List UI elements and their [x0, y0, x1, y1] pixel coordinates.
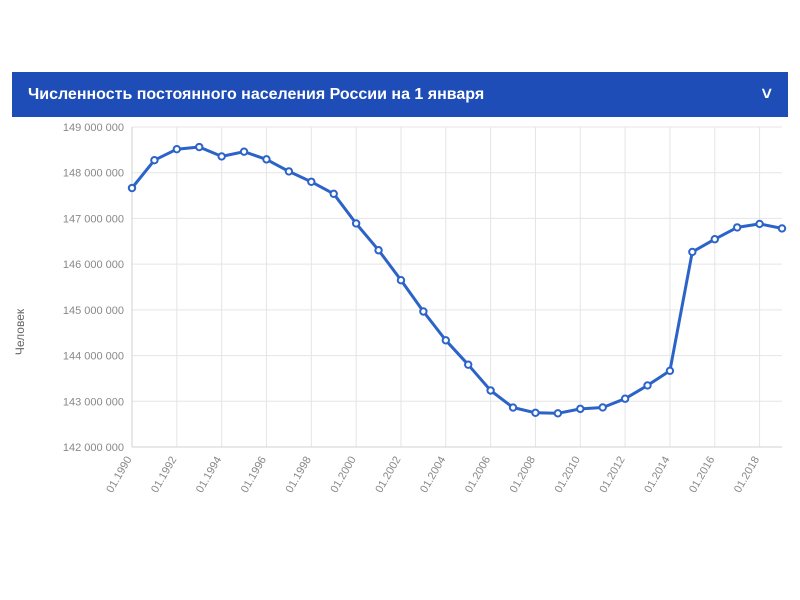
data-point	[599, 404, 605, 410]
population-line-chart: 142 000 000 143 000 000 144 000 000 145 000…	[12, 117, 788, 547]
y-tick-label: 146 000 000	[63, 259, 124, 271]
data-point	[577, 406, 583, 412]
x-tick-label: 01.2000	[328, 455, 358, 495]
data-point	[622, 396, 628, 402]
y-tick-label: 149 000 000	[63, 122, 124, 134]
chart-title: Численность постоянного населения России…	[28, 86, 484, 104]
data-point	[151, 157, 157, 163]
data-point	[734, 224, 740, 230]
data-point	[532, 410, 538, 416]
y-tick-label: 148 000 000	[63, 168, 124, 180]
x-tick-label: 01.1994	[194, 455, 224, 495]
data-point	[353, 220, 359, 226]
data-point	[443, 337, 449, 343]
data-point	[398, 277, 404, 283]
x-tick-label: 01.2006	[463, 455, 493, 495]
data-point	[241, 148, 247, 154]
data-point	[331, 191, 337, 197]
data-point	[779, 225, 785, 231]
data-point	[487, 387, 493, 393]
data-point	[644, 382, 650, 388]
x-tick-label: 01.2018	[732, 455, 762, 495]
data-point	[263, 156, 269, 162]
y-tick-label: 142 000 000	[63, 442, 124, 454]
y-axis-label: Человек	[13, 309, 27, 355]
x-tick-label: 01.2012	[597, 455, 627, 495]
y-tick-label: 147 000 000	[63, 213, 124, 225]
data-point	[689, 249, 695, 255]
data-point	[196, 144, 202, 150]
data-point	[712, 236, 718, 242]
chevron-down-icon: ˅	[761, 84, 772, 105]
chart-container: Человек 142 000 000 143 000 000 144 000 00…	[12, 117, 788, 547]
data-point	[465, 361, 471, 367]
y-tick-label: 143 000 000	[63, 396, 124, 408]
y-tick-label: 144 000 000	[63, 351, 124, 363]
data-point	[174, 146, 180, 152]
x-tick-label: 01.1996	[239, 455, 269, 495]
data-point	[375, 247, 381, 253]
x-tick-label: 01.2008	[508, 455, 538, 495]
x-tick-label: 01.1990	[104, 455, 134, 495]
x-tick-label: 01.2002	[373, 455, 403, 495]
x-tick-label: 01.2010	[553, 455, 583, 495]
x-tick-label: 01.2016	[687, 455, 717, 495]
data-point	[308, 179, 314, 185]
data-point	[510, 404, 516, 410]
data-point	[129, 185, 135, 191]
y-tick-label: 145 000 000	[63, 305, 124, 317]
data-point	[218, 153, 224, 159]
x-tick-label: 01.2014	[642, 455, 672, 495]
x-tick-label: 01.1998	[284, 455, 314, 495]
x-tick-label: 01.2004	[418, 455, 448, 495]
x-tick-label: 01.1992	[149, 455, 179, 495]
data-point	[286, 168, 292, 174]
population-series-line	[132, 147, 782, 413]
data-point	[756, 221, 762, 227]
data-point	[555, 410, 561, 416]
data-point	[420, 308, 426, 314]
chart-header[interactable]: Численность постоянного населения России…	[12, 72, 788, 117]
data-point	[667, 368, 673, 374]
